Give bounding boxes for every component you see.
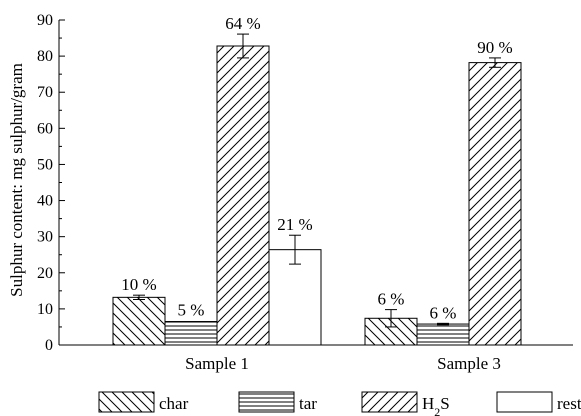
legend-label-H2S: H2S [422, 394, 450, 416]
category-label: Sample 3 [437, 354, 501, 373]
legend-swatch-char [98, 391, 155, 413]
y-axis-label: Sulphur content: mg sulphur/gram [7, 63, 26, 297]
legend-swatch-rest [496, 391, 553, 413]
data-label: 90 % [477, 38, 512, 57]
y-tick-label: 50 [37, 156, 53, 173]
category-label: Sample 1 [185, 354, 249, 373]
data-label: 6 % [378, 290, 405, 309]
bar-H2S-2 [468, 62, 522, 346]
y-tick-label: 70 [37, 84, 53, 101]
data-label: 6 % [430, 303, 457, 322]
data-label: 10 % [121, 275, 156, 294]
y-tick-label: 30 [37, 229, 53, 246]
legend-label-char: char [159, 394, 189, 413]
plot-area: 0 10 20 30 40 50 60 70 80 90 Sample 1 Sample 3 10 % 6… [37, 12, 573, 373]
y-tick-label: 90 [37, 12, 53, 29]
y-tick-label: 60 [37, 120, 53, 137]
bar-rest-1 [268, 249, 322, 346]
data-label: 21 % [277, 215, 312, 234]
y-tick-label: 10 [37, 301, 53, 318]
bar-char-1 [112, 296, 166, 346]
legend-label-rest: rest [557, 394, 581, 413]
legend-swatch-tar [238, 391, 295, 413]
legend: char tar H2S rest [98, 391, 581, 416]
legend-label-tar: tar [299, 394, 317, 413]
bar-H2S-1 [216, 45, 270, 346]
data-label: 5 % [178, 301, 205, 320]
legend-swatch-H2S [361, 391, 418, 413]
bar-tar-1 [164, 321, 218, 346]
bar-tar-2 [416, 323, 470, 346]
y-tick-label: 0 [45, 337, 53, 354]
y-tick-label: 20 [37, 265, 53, 282]
y-tick-label: 80 [37, 48, 53, 65]
data-label: 64 % [225, 14, 260, 33]
y-tick-label: 40 [37, 193, 53, 210]
